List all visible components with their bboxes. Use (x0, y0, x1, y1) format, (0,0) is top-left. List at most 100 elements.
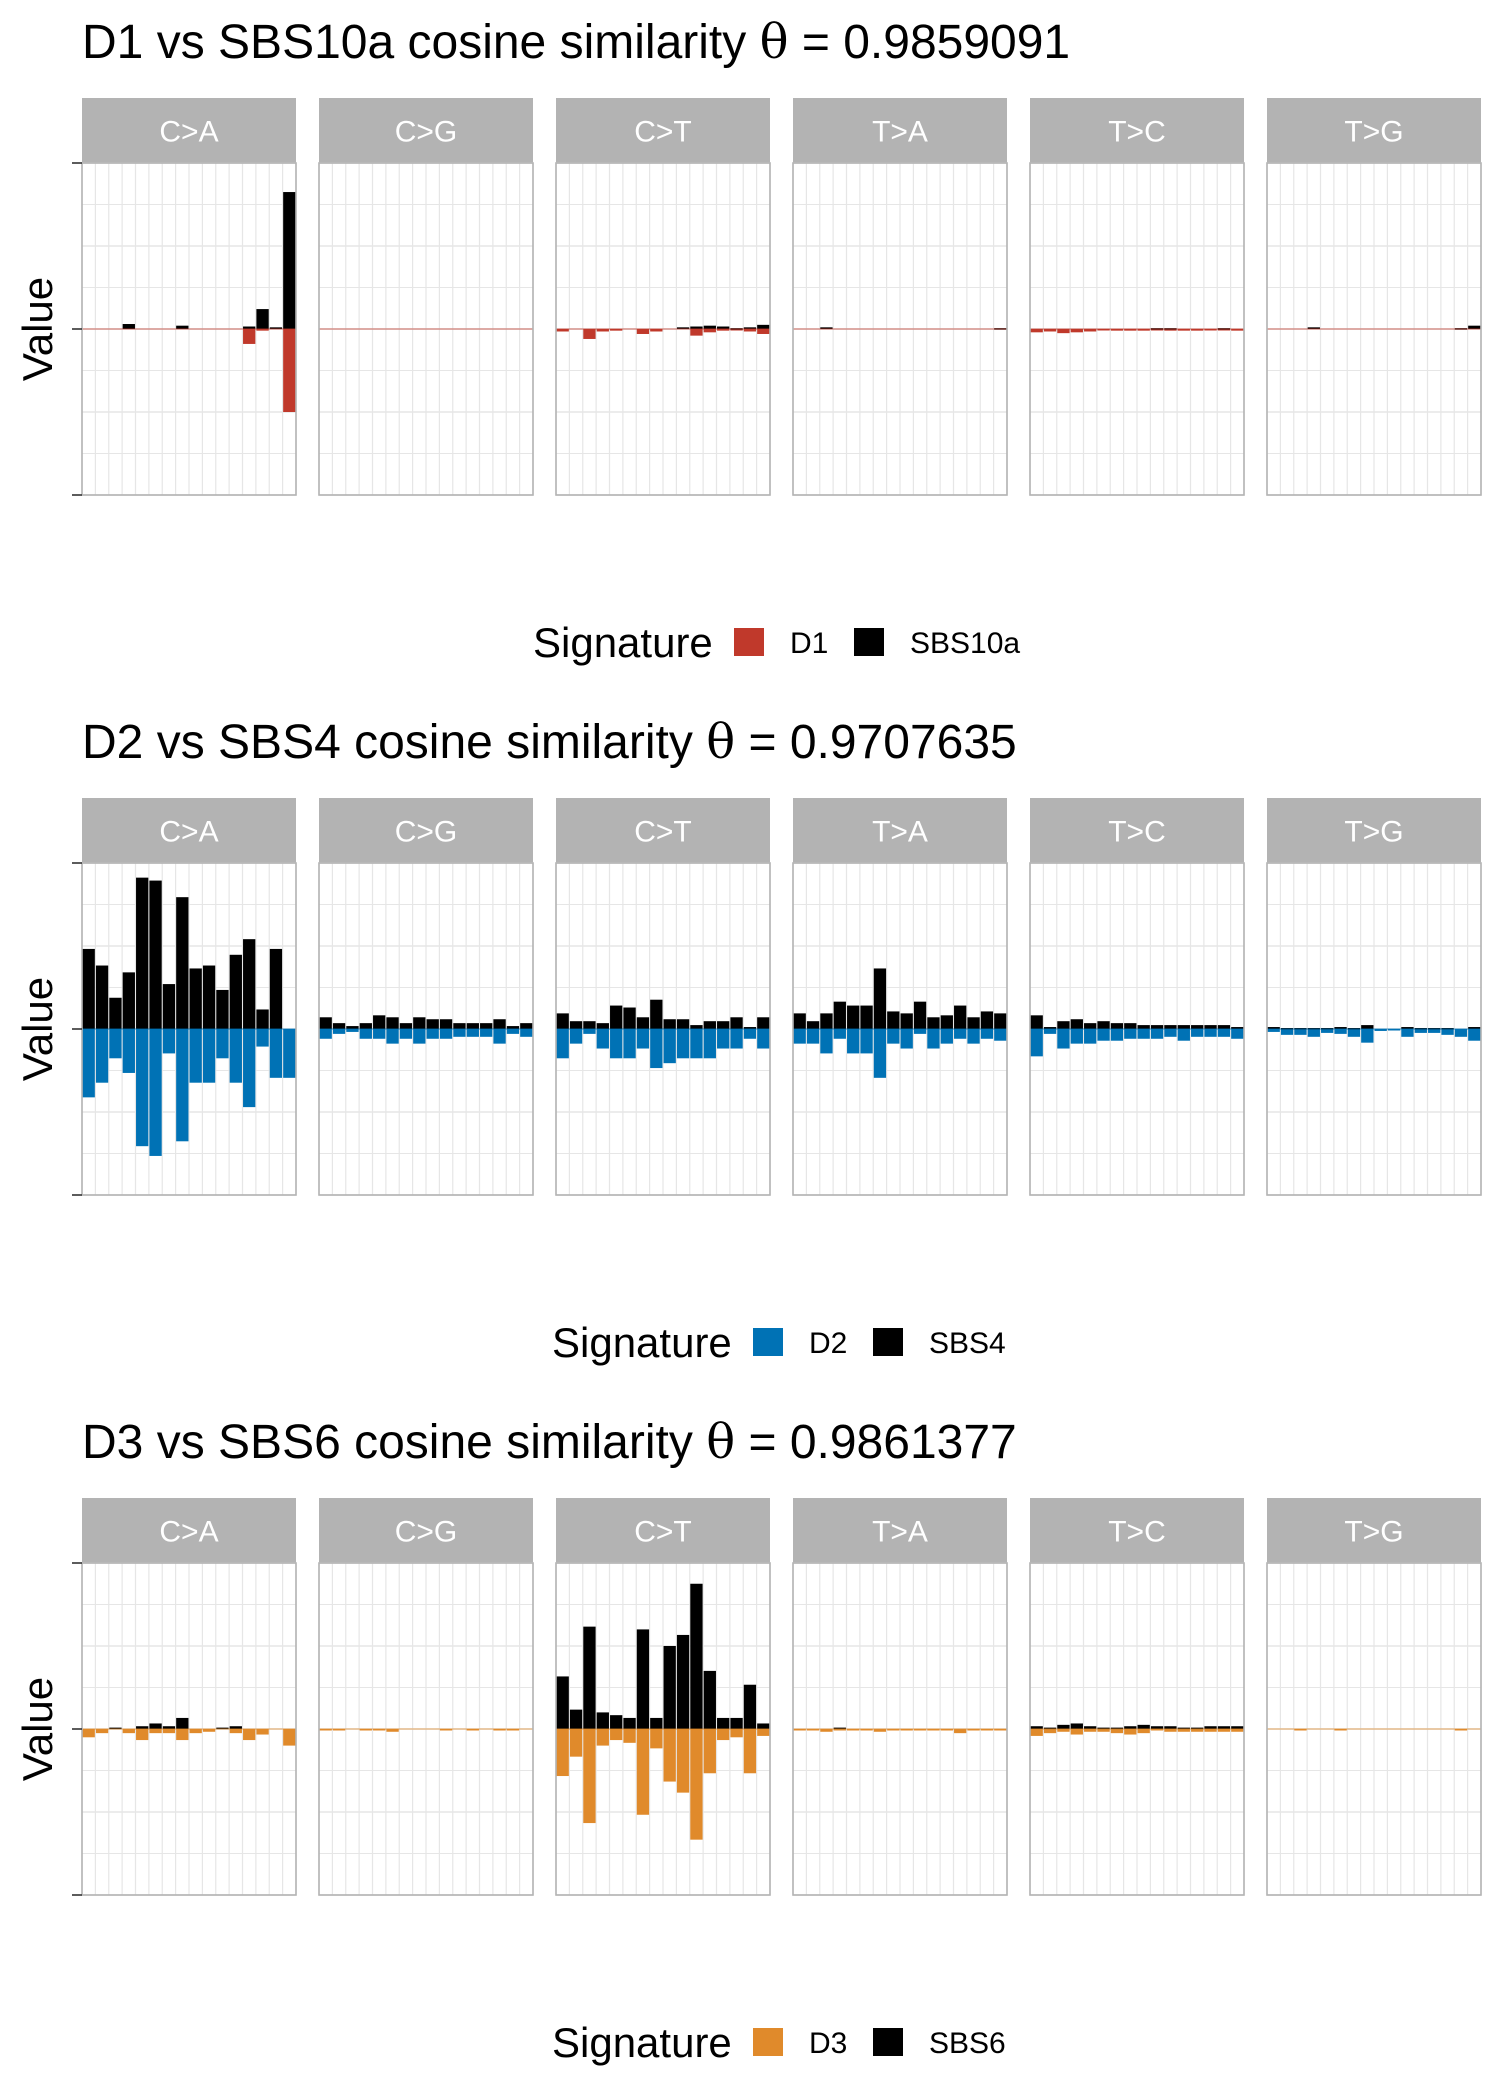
bar-sbs4 (176, 897, 189, 1029)
bar-sbs6 (1204, 1726, 1217, 1729)
facet-panel-C-to-T: C>T (555, 1498, 771, 1896)
facet-panel-T-to-G: T>G (1266, 1498, 1482, 1896)
panel-border (1266, 162, 1482, 496)
bar-sbs4 (413, 1017, 426, 1029)
bar-d1 (636, 329, 650, 334)
bar-d3 (1084, 1729, 1097, 1732)
bar-sbs6 (569, 1709, 583, 1729)
bar-d2 (730, 1029, 743, 1049)
facet-strip-label: T>A (872, 816, 928, 849)
bar-d3 (743, 1729, 757, 1774)
bar-sbs4 (399, 1023, 413, 1029)
panel-border (318, 1562, 534, 1896)
panel-border (318, 862, 534, 1196)
bar-d3 (256, 1729, 269, 1735)
bar-d1 (256, 329, 269, 331)
facet-panel-C-to-A: C>A (81, 98, 297, 496)
bar-d1 (283, 329, 296, 412)
bar-sbs4 (610, 1005, 623, 1029)
bar-sbs10a (269, 327, 283, 329)
bar-d2 (1177, 1029, 1190, 1041)
bar-sbs4 (493, 1019, 506, 1029)
bar-sbs4 (1110, 1023, 1124, 1029)
bar-d2 (663, 1029, 676, 1064)
bar-sbs6 (1124, 1726, 1137, 1729)
facet-strip (319, 1498, 533, 1563)
bar-sbs4 (82, 948, 95, 1029)
bar-d1 (243, 329, 256, 344)
facet-strip (556, 1498, 770, 1563)
bar-sbs6 (676, 1634, 690, 1729)
bar-sbs10a (256, 309, 269, 329)
panel-border (792, 862, 1008, 1196)
bar-d2 (860, 1029, 873, 1054)
bar-d2 (216, 1029, 229, 1059)
bar-sbs4 (900, 1013, 913, 1029)
facet-strip-label: T>G (1344, 116, 1403, 149)
bar-sbs4 (1164, 1025, 1177, 1029)
panel-border (1029, 162, 1245, 496)
bar-d3 (663, 1729, 676, 1782)
bar-sbs6 (1097, 1727, 1110, 1730)
bar-d2 (202, 1029, 216, 1083)
bar-sbs10a (1468, 325, 1481, 329)
bar-d2 (1347, 1029, 1361, 1037)
bar-d3 (1057, 1729, 1070, 1732)
bar-d3 (149, 1729, 162, 1734)
bar-d3 (1030, 1729, 1043, 1736)
bar-d1 (717, 329, 730, 331)
bar-sbs10a (703, 325, 716, 329)
bar-sbs10a (122, 324, 135, 329)
bar-sbs6 (1043, 1727, 1057, 1730)
bar-sbs4 (480, 1023, 493, 1029)
bar-sbs6 (162, 1726, 176, 1729)
bar-d2 (1231, 1029, 1244, 1039)
bar-sbs4 (386, 1017, 399, 1029)
bar-d2 (149, 1029, 162, 1156)
bar-sbs4 (847, 1005, 860, 1029)
bar-d3 (703, 1729, 716, 1774)
bar-sbs4 (466, 1023, 479, 1029)
bar-d3 (806, 1729, 820, 1731)
bar-d3 (1177, 1729, 1190, 1732)
bar-sbs6 (1177, 1727, 1190, 1730)
facet-panel-T-to-G: T>G (1266, 798, 1482, 1196)
bar-d1 (1030, 329, 1043, 333)
facet-strip-label: C>G (395, 816, 458, 849)
bar-d2 (1137, 1029, 1150, 1039)
bar-sbs4 (927, 1017, 940, 1029)
chart-1-title: D1 vs SBS10a cosine similarity θ = 0.985… (82, 14, 1070, 70)
bar-sbs4 (95, 965, 109, 1029)
bar-d3 (610, 1729, 623, 1741)
bar-sbs4 (820, 1013, 833, 1029)
bar-d2 (833, 1029, 846, 1039)
bar-d3 (583, 1729, 596, 1824)
bar-sbs6 (610, 1715, 623, 1729)
bar-d3 (189, 1729, 202, 1734)
bar-d2 (793, 1029, 806, 1044)
bar-sbs6 (556, 1676, 569, 1729)
bar-d2 (757, 1029, 770, 1049)
bar-sbs6 (176, 1717, 189, 1729)
bar-sbs4 (109, 997, 122, 1029)
bar-sbs4 (806, 1021, 820, 1029)
bar-sbs4 (1043, 1027, 1057, 1029)
bar-d2 (95, 1029, 109, 1083)
facet-strip (556, 98, 770, 163)
bar-sbs4 (136, 877, 149, 1029)
bar-d2 (1294, 1029, 1307, 1035)
legend: Signature D3 SBS6 (552, 2019, 1006, 2066)
bar-sbs6 (690, 1583, 703, 1729)
legend: Signature D2 SBS4 (552, 1319, 1006, 1366)
bar-d2 (1374, 1029, 1387, 1031)
bar-d2 (229, 1029, 242, 1083)
bar-sbs6 (1070, 1723, 1083, 1729)
bar-sbs10a (243, 326, 256, 329)
bar-d3 (650, 1729, 663, 1749)
bar-sbs4 (569, 1021, 583, 1029)
bar-d1 (730, 329, 743, 331)
bar-d3 (319, 1729, 332, 1731)
bar-d3 (820, 1729, 833, 1732)
legend-title: Signature (533, 619, 713, 666)
bar-d2 (873, 1029, 887, 1078)
